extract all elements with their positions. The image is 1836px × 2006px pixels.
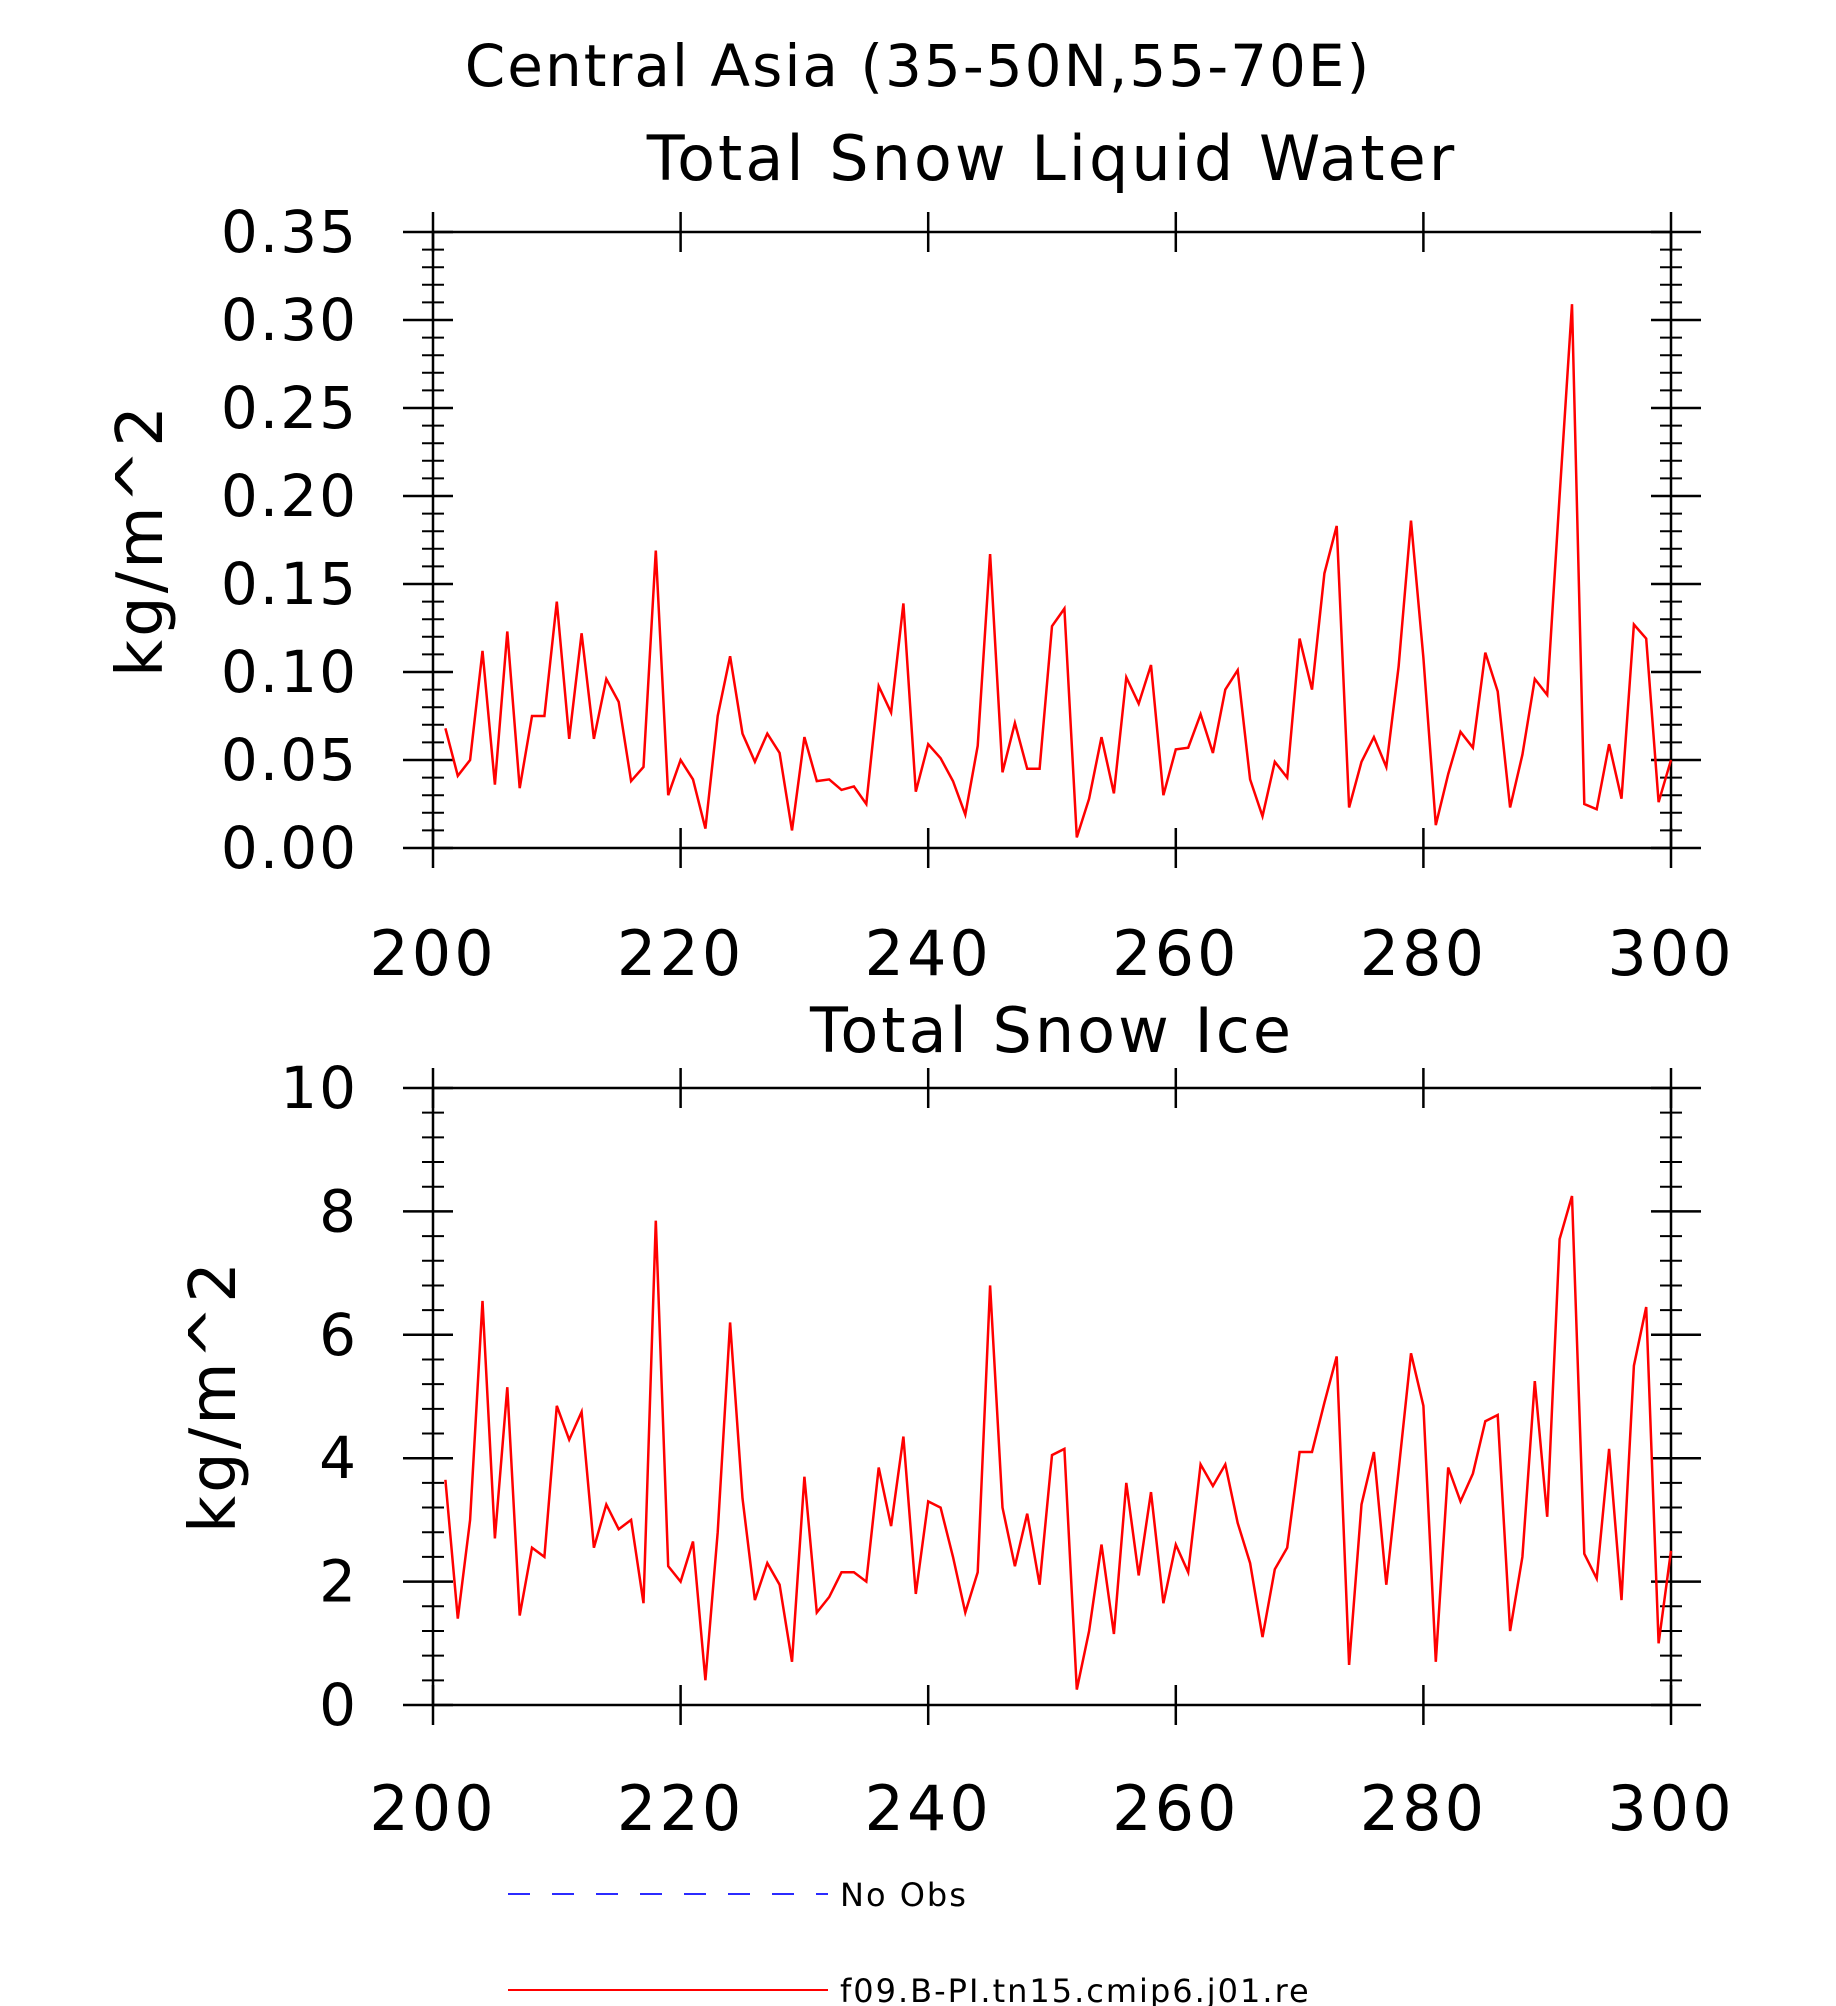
figure-suptitle: Central Asia (35-50N,55-70E) <box>465 32 1371 100</box>
legend-label-no-obs: No Obs <box>840 1876 968 1914</box>
y-tick-label: 0.25 <box>221 374 358 442</box>
x-tick-label: 280 <box>1360 1772 1487 1845</box>
x-tick-label: 200 <box>369 1772 496 1845</box>
y-tick-label: 8 <box>319 1177 358 1245</box>
y-tick-label: 0.00 <box>221 814 358 882</box>
legend: No Obs f09.B-PI.tn15.cmip6.j01.re <box>508 1876 1311 2006</box>
x-tick-label: 220 <box>617 1772 744 1845</box>
y-axis-label: kg/m^2 <box>104 403 178 677</box>
y-tick-label: 10 <box>280 1054 358 1122</box>
y-tick-label: 0.05 <box>221 726 358 794</box>
x-tick-label: 260 <box>1112 917 1239 990</box>
x-tick-label: 300 <box>1607 1772 1734 1845</box>
panel-title: Total Snow Liquid Water <box>646 122 1458 195</box>
y-tick-label: 0.10 <box>221 638 358 706</box>
plot-frame <box>431 1086 1673 1707</box>
panel-title: Total Snow Ice <box>809 994 1294 1067</box>
y-tick-label: 6 <box>319 1301 358 1369</box>
plot-frame <box>431 230 1673 850</box>
x-tick-label: 300 <box>1607 917 1734 990</box>
x-tick-label: 240 <box>865 917 992 990</box>
y-tick-label: 0.35 <box>221 198 358 266</box>
series-line <box>444 304 1673 838</box>
chart-panel-liquid-water: Total Snow Liquid Water kg/m^2 200 220 240 26… <box>104 122 1734 990</box>
y-tick-label: 0 <box>319 1671 358 1739</box>
series-line <box>444 1195 1673 1690</box>
x-tick-label: 260 <box>1112 1772 1239 1845</box>
y-tick-label: 0.20 <box>221 462 358 530</box>
y-tick-label: 0.30 <box>221 286 358 354</box>
x-tick-label: 280 <box>1360 917 1487 990</box>
legend-label-model-run: f09.B-PI.tn15.cmip6.j01.re <box>840 1972 1311 2006</box>
y-tick-label: 2 <box>319 1548 358 1616</box>
chart-panel-snow-ice: Total Snow Ice kg/m^2 200 220 240 260 280 300 0 2… <box>177 994 1734 1845</box>
x-tick-label: 220 <box>617 917 744 990</box>
y-axis-label: kg/m^2 <box>177 1259 251 1533</box>
y-tick-label: 0.15 <box>221 550 358 618</box>
x-tick-label: 240 <box>865 1772 992 1845</box>
y-tick-label: 4 <box>319 1424 358 1492</box>
x-tick-label: 200 <box>369 917 496 990</box>
